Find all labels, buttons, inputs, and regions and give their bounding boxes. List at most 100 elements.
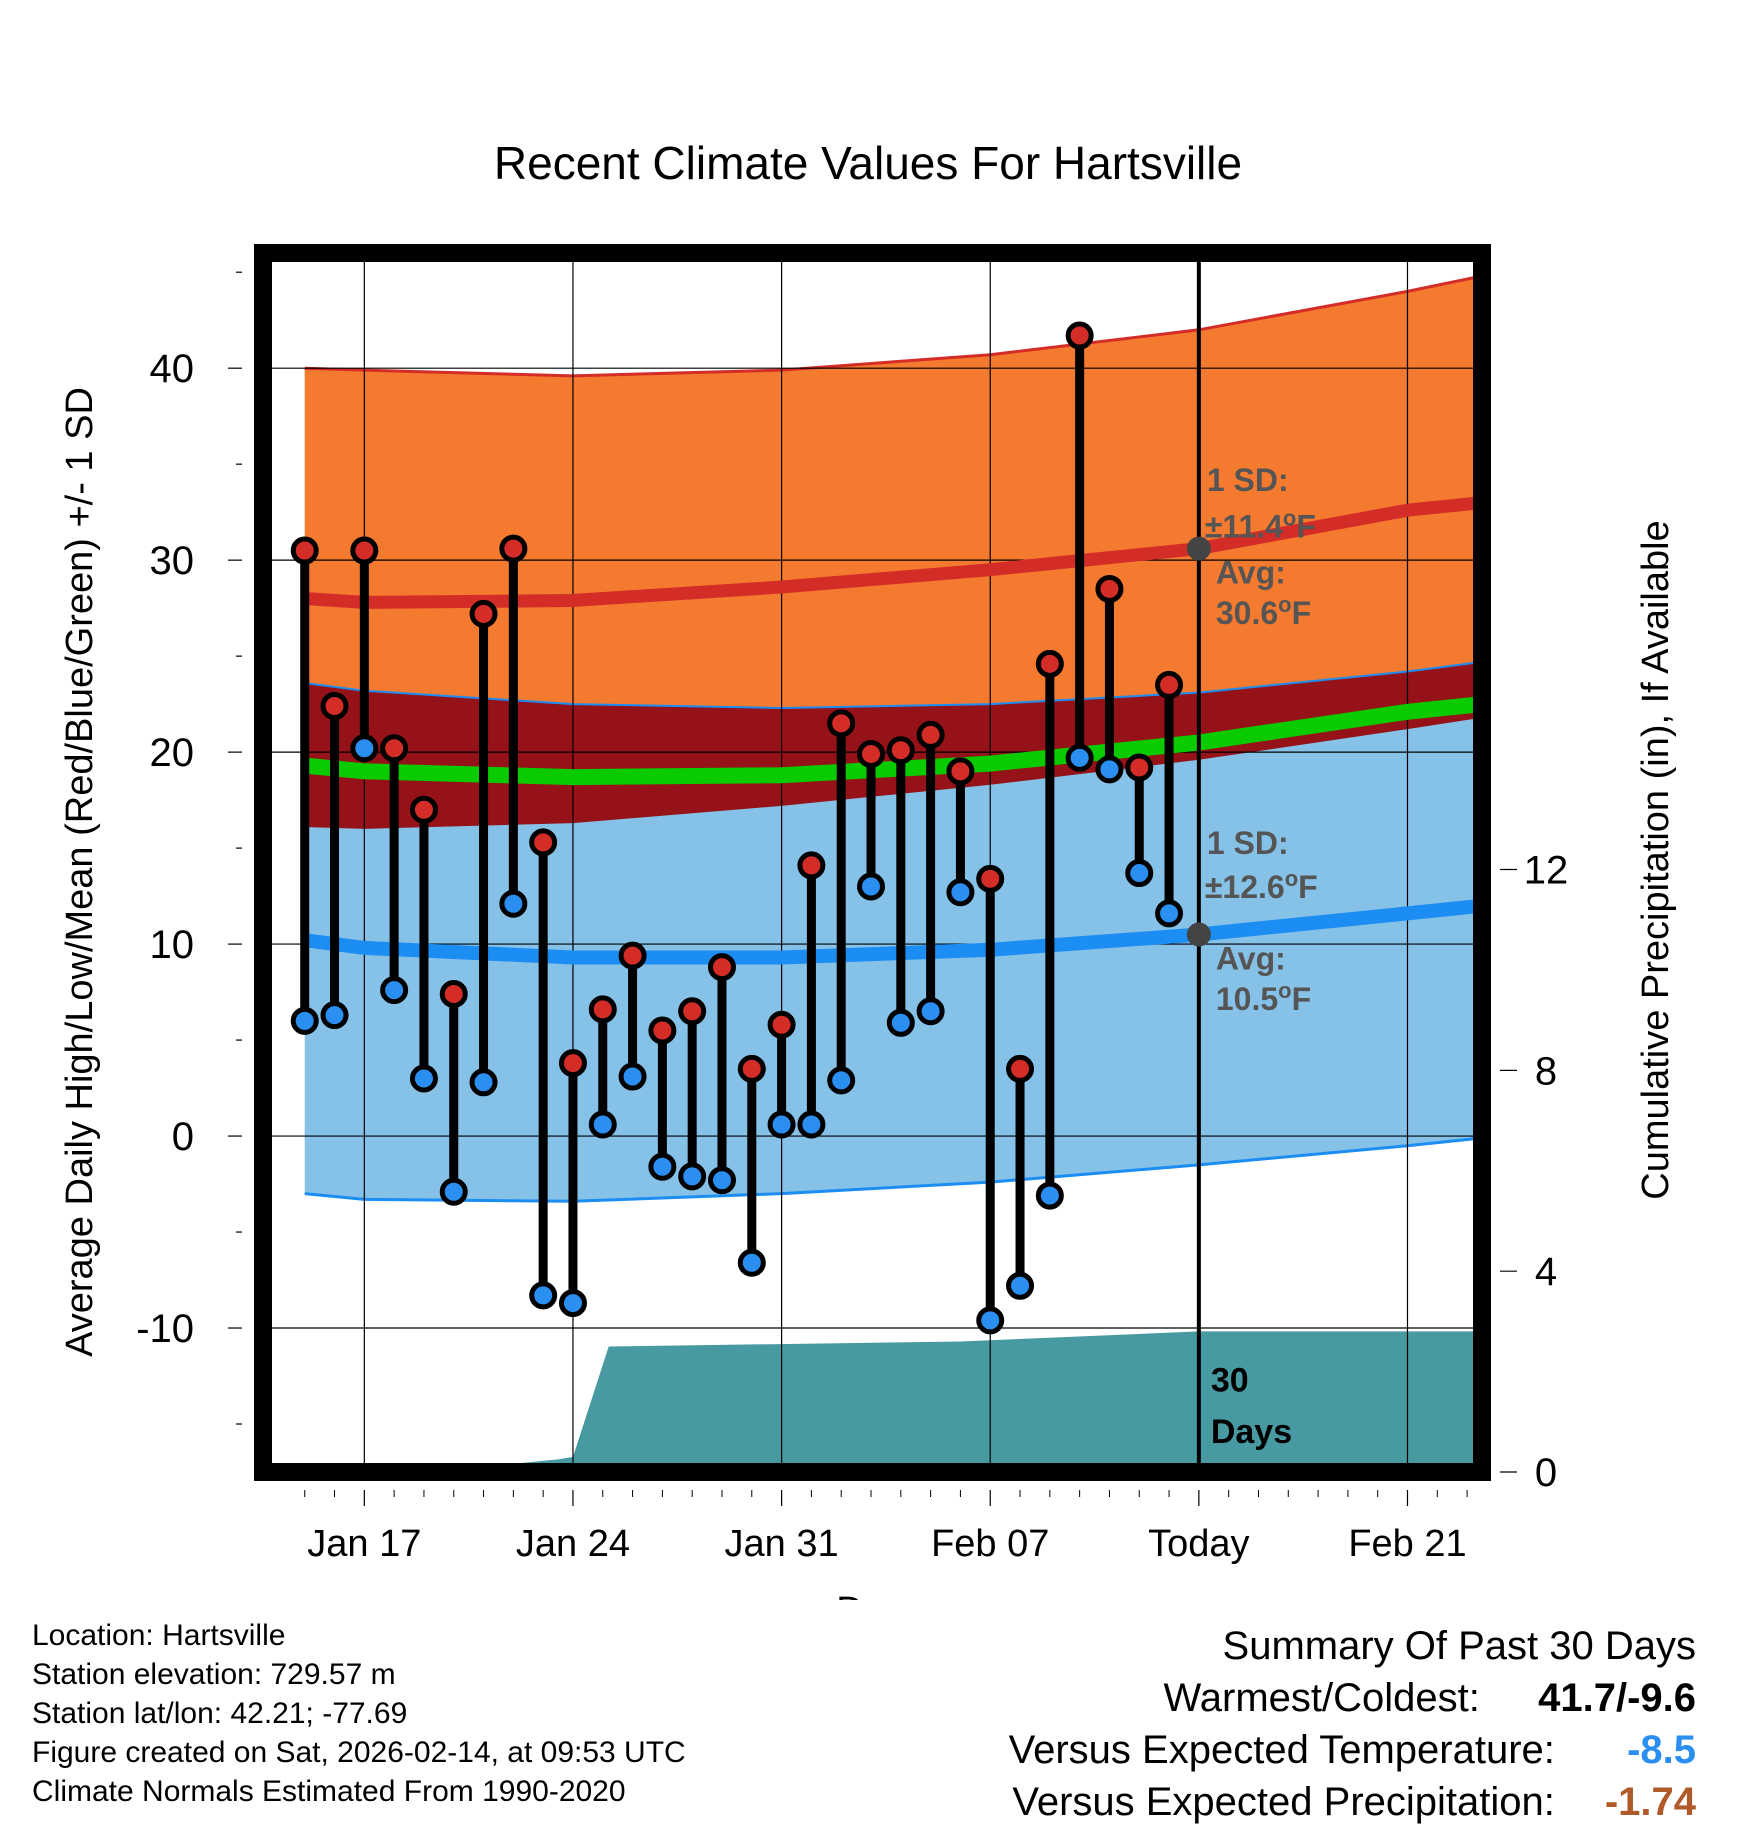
daily-low-point — [648, 1152, 677, 1181]
daily-high-point — [588, 995, 617, 1024]
x-tick-label: Feb 07 — [931, 1523, 1049, 1565]
daily-high-point — [946, 757, 975, 786]
summary-title: Summary Of Past 30 Days — [1222, 1624, 1696, 1668]
high-avg-label: Avg: — [1216, 555, 1286, 591]
y2-tick-label: 4 — [1535, 1250, 1557, 1294]
summary-warmest-value: 41.7/-9.6 — [1538, 1676, 1696, 1720]
low-avg-value: 10.5oF — [1216, 978, 1311, 1017]
precipitation-area — [263, 1331, 1482, 1472]
low-average-line — [303, 898, 1482, 965]
daily-high-point — [797, 851, 826, 880]
daily-high-point — [678, 997, 707, 1026]
high-sd-value: ±11.4oF — [1205, 505, 1316, 544]
chart-title: Recent Climate Values For Hartsville — [494, 137, 1242, 189]
summary-temp-value: -8.5 — [1627, 1728, 1696, 1772]
y-tick-label: 20 — [150, 731, 195, 775]
summary-warmest-label: Warmest/Coldest: — [1163, 1676, 1480, 1720]
info-latlon: Station lat/lon: 42.21; -77.69 — [32, 1697, 408, 1730]
daily-low-point — [678, 1162, 707, 1191]
y2-tick-label: 12 — [1524, 849, 1569, 893]
daily-low-point — [380, 976, 409, 1005]
high-sd-band — [304, 276, 1482, 829]
daily-low-point — [558, 1289, 587, 1318]
x-tick-label: Today — [1148, 1523, 1249, 1565]
daily-high-point — [529, 828, 558, 857]
daily-high-point — [916, 720, 945, 749]
x-tick-label: Jan 17 — [307, 1523, 421, 1565]
x-tick-label: Feb 21 — [1348, 1523, 1466, 1565]
daily-high-point — [886, 736, 915, 765]
daily-low-point — [1155, 899, 1184, 928]
info-created: Figure created on Sat, 2026-02-14, at 09… — [32, 1736, 686, 1769]
x-axis-label: Day — [836, 1590, 904, 1600]
daily-low-point — [886, 1008, 915, 1037]
daily-high-point — [499, 534, 528, 563]
daily-low-point — [409, 1064, 438, 1093]
daily-high-point — [857, 740, 886, 769]
daily-high-point — [320, 692, 349, 721]
y2-axis-label: Cumulative Precipitation (in), If Availa… — [1635, 520, 1677, 1199]
daily-low-point — [1035, 1181, 1064, 1210]
station-info: Location: Hartsville Station elevation: … — [32, 1616, 686, 1811]
climate-chart: Recent Climate Values For Hartsville 1 S… — [59, 137, 1677, 1600]
high-upper-line — [304, 274, 1482, 378]
high-average-line — [304, 496, 1482, 609]
daily-low-point — [439, 1177, 468, 1206]
daily-low-point — [499, 889, 528, 918]
daily-high-point — [767, 1010, 796, 1039]
summary-temp-row: Versus Expected Temperature: -8.5 — [1009, 1724, 1696, 1776]
low-avg-marker — [1186, 922, 1211, 947]
daily-high-point — [737, 1054, 766, 1083]
daily-low-point — [529, 1281, 558, 1310]
summary-panel: Summary Of Past 30 Days Warmest/Coldest:… — [1009, 1620, 1696, 1828]
daily-low-point — [707, 1166, 736, 1195]
daily-low-point — [976, 1306, 1005, 1335]
y-tick-label: 0 — [172, 1115, 194, 1159]
daily-high-point — [827, 709, 856, 738]
daily-high-point — [439, 979, 468, 1008]
daily-high-point — [350, 536, 379, 565]
info-elevation: Station elevation: 729.57 m — [32, 1658, 396, 1691]
y2-tick-label: 0 — [1535, 1451, 1557, 1495]
daily-low-point — [857, 872, 886, 901]
daily-high-point — [1065, 321, 1094, 350]
daily-high-point — [707, 953, 736, 982]
daily-low-point — [469, 1068, 498, 1097]
mean-average-line — [303, 696, 1482, 786]
summary-precip-label: Versus Expected Precipitation: — [1012, 1780, 1555, 1824]
summary-precip-row: Versus Expected Precipitation: -1.74 — [1009, 1776, 1696, 1828]
daily-high-point — [290, 536, 319, 565]
y-tick-label: 10 — [150, 923, 195, 967]
daily-low-point — [1095, 755, 1124, 784]
daily-low-point — [290, 1006, 319, 1035]
summary-precip-value: -1.74 — [1604, 1780, 1696, 1824]
daily-high-point — [558, 1049, 587, 1078]
low-lower-line — [304, 1136, 1482, 1203]
daily-high-point — [618, 941, 647, 970]
daily-low-point — [588, 1110, 617, 1139]
daily-low-point — [1125, 859, 1154, 888]
y-axis-label: Average Daily High/Low/Mean (Red/Blue/Gr… — [59, 387, 101, 1357]
daily-low-point — [350, 734, 379, 763]
daily-high-point — [409, 795, 438, 824]
summary-temp-label: Versus Expected Temperature: — [1008, 1728, 1555, 1772]
low-avg-label: Avg: — [1216, 941, 1286, 977]
days-count-label: 30 — [1211, 1361, 1249, 1399]
plot-frame — [254, 244, 1491, 1481]
daily-low-point — [618, 1062, 647, 1091]
daily-low-point — [737, 1248, 766, 1277]
days-word-label: Days — [1211, 1413, 1292, 1451]
daily-low-point — [916, 997, 945, 1026]
daily-low-point — [797, 1110, 826, 1139]
daily-low-point — [767, 1110, 796, 1139]
daily-low-point — [1065, 743, 1094, 772]
daily-high-point — [380, 734, 409, 763]
daily-low-point — [946, 878, 975, 907]
daily-high-point — [1125, 753, 1154, 782]
daily-high-point — [469, 599, 498, 628]
daily-high-point — [1155, 670, 1184, 699]
daily-low-point — [827, 1066, 856, 1095]
daily-high-point — [648, 1016, 677, 1045]
low-sd-label: 1 SD: — [1207, 825, 1289, 861]
